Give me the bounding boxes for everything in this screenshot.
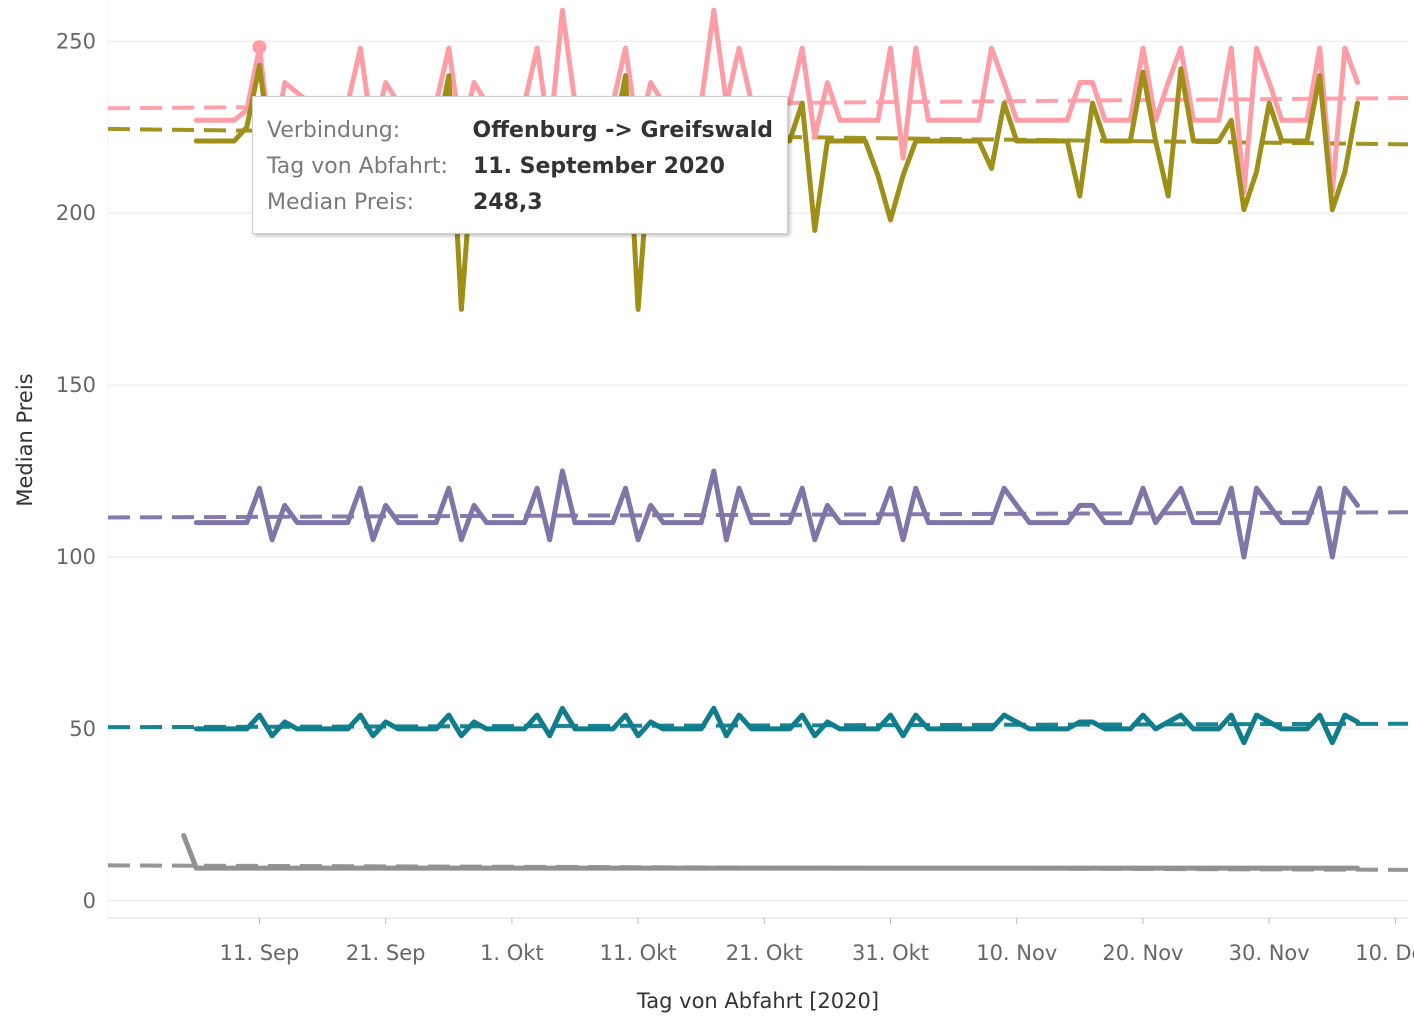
y-tick-label: 100 xyxy=(56,545,96,569)
series-line xyxy=(193,705,1360,746)
x-tick-label: 10. Nov xyxy=(976,941,1057,965)
tooltip-row-connection: Verbindung: Offenburg -> Greifswald xyxy=(267,113,773,149)
tooltip-value: Offenburg -> Greifswald xyxy=(472,118,774,143)
tooltip-row-median-price: Median Preis: 248,3 xyxy=(267,185,773,221)
x-tick-label: 31. Okt xyxy=(852,941,929,965)
tooltip-key: Verbindung: xyxy=(267,118,401,143)
highlight-point xyxy=(252,40,267,55)
x-tick-label: 21. Sep xyxy=(346,941,426,965)
y-tick-label: 250 xyxy=(56,29,96,53)
tooltip-key: Tag von Abfahrt: xyxy=(267,154,448,179)
series-line xyxy=(193,468,1360,560)
x-axis: 11. Sep 21. Sep 1. Okt 11. Okt 21. Okt 31. Ok… xyxy=(108,917,1414,965)
tooltip-row-departure-day: Tag von Abfahrt: 11. September 2020 xyxy=(267,149,773,185)
tooltip: Verbindung: Offenburg -> Greifswald Tag … xyxy=(252,96,788,234)
x-tick-label: 11. Sep xyxy=(220,941,300,965)
y-tick-label: 50 xyxy=(69,717,96,741)
y-axis-title: Median Preis xyxy=(13,373,37,506)
tooltip-key: Median Preis: xyxy=(267,190,414,215)
tooltip-value: 248,3 xyxy=(473,190,543,215)
x-tick-label: 10. Dez xyxy=(1355,941,1414,965)
y-axis: 0 50 100 150 200 250 xyxy=(56,29,96,913)
trend-line xyxy=(107,510,1409,520)
x-axis-title: Tag von Abfahrt [2020] xyxy=(636,989,879,1013)
series-line xyxy=(181,833,1360,871)
x-tick-label: 21. Okt xyxy=(726,941,803,965)
trend-line xyxy=(107,721,1409,730)
x-tick-label: 11. Okt xyxy=(600,941,677,965)
y-tick-label: 150 xyxy=(56,373,96,397)
x-tick-label: 30. Nov xyxy=(1229,941,1310,965)
x-tick-label: 20. Nov xyxy=(1102,941,1183,965)
y-tick-label: 0 xyxy=(83,889,96,913)
tooltip-value: 11. September 2020 xyxy=(473,154,725,179)
y-tick-label: 200 xyxy=(56,201,96,225)
highlight-layer xyxy=(252,40,267,55)
x-tick-label: 1. Okt xyxy=(480,941,544,965)
